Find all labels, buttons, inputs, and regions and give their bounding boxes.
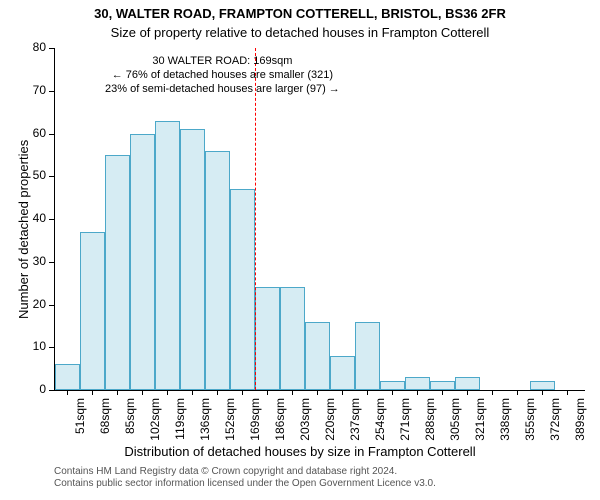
x-tick-label: 220sqm: [323, 398, 337, 448]
x-tick-mark: [542, 390, 543, 395]
x-tick-label: 305sqm: [448, 398, 462, 448]
y-tick-mark: [49, 48, 54, 49]
y-tick-mark: [49, 390, 54, 391]
x-tick-mark: [217, 390, 218, 395]
x-tick-label: 119sqm: [173, 398, 187, 448]
histogram-bar: [55, 364, 80, 390]
x-tick-label: 254sqm: [373, 398, 387, 448]
y-tick-label: 60: [16, 126, 46, 140]
x-tick-label: 389sqm: [573, 398, 587, 448]
y-tick-mark: [49, 219, 54, 220]
x-tick-mark: [342, 390, 343, 395]
x-tick-label: 271sqm: [398, 398, 412, 448]
y-tick-label: 10: [16, 339, 46, 353]
reference-line: [255, 48, 256, 390]
histogram-bar: [380, 381, 405, 390]
x-tick-label: 102sqm: [148, 398, 162, 448]
histogram-bar: [230, 189, 255, 390]
x-tick-mark: [192, 390, 193, 395]
x-tick-mark: [317, 390, 318, 395]
y-tick-mark: [49, 262, 54, 263]
annotation-box: 30 WALTER ROAD: 169sqm← 76% of detached …: [103, 54, 342, 97]
x-tick-label: 321sqm: [473, 398, 487, 448]
y-axis-label: Number of detached properties: [16, 140, 31, 319]
x-tick-label: 68sqm: [98, 398, 112, 448]
histogram-bar: [255, 287, 280, 390]
x-tick-mark: [567, 390, 568, 395]
x-tick-mark: [392, 390, 393, 395]
x-tick-mark: [417, 390, 418, 395]
y-tick-label: 50: [16, 168, 46, 182]
footer-line-1: Contains HM Land Registry data © Crown c…: [54, 466, 397, 477]
y-tick-mark: [49, 134, 54, 135]
x-tick-mark: [267, 390, 268, 395]
histogram-bar: [455, 377, 480, 390]
x-tick-mark: [117, 390, 118, 395]
y-tick-mark: [49, 176, 54, 177]
histogram-bar: [155, 121, 180, 390]
histogram-bar: [530, 381, 555, 390]
histogram-bar: [130, 134, 155, 391]
x-tick-mark: [67, 390, 68, 395]
histogram-bar: [205, 151, 230, 390]
x-tick-mark: [292, 390, 293, 395]
x-tick-mark: [467, 390, 468, 395]
footer-line-2: Contains public sector information licen…: [54, 478, 436, 489]
x-tick-mark: [517, 390, 518, 395]
y-tick-mark: [49, 347, 54, 348]
histogram-bar: [305, 322, 330, 390]
annotation-line: ← 76% of detached houses are smaller (32…: [105, 69, 340, 83]
x-tick-mark: [442, 390, 443, 395]
x-tick-mark: [142, 390, 143, 395]
x-tick-label: 51sqm: [73, 398, 87, 448]
histogram-bar: [180, 129, 205, 390]
x-tick-mark: [92, 390, 93, 395]
annotation-line: 30 WALTER ROAD: 169sqm: [105, 55, 340, 69]
x-tick-label: 372sqm: [548, 398, 562, 448]
y-tick-label: 70: [16, 83, 46, 97]
x-tick-label: 186sqm: [273, 398, 287, 448]
annotation-line: 23% of semi-detached houses are larger (…: [105, 83, 340, 97]
x-tick-label: 203sqm: [298, 398, 312, 448]
histogram-bar: [105, 155, 130, 390]
page-subtitle: Size of property relative to detached ho…: [0, 23, 600, 40]
x-tick-mark: [167, 390, 168, 395]
y-tick-label: 80: [16, 40, 46, 54]
x-tick-label: 152sqm: [223, 398, 237, 448]
page-title: 30, WALTER ROAD, FRAMPTON COTTERELL, BRI…: [0, 0, 600, 23]
x-tick-mark: [242, 390, 243, 395]
x-tick-label: 169sqm: [248, 398, 262, 448]
histogram-bar: [80, 232, 105, 390]
y-tick-label: 40: [16, 211, 46, 225]
histogram-bar: [430, 381, 455, 390]
histogram-bar: [330, 356, 355, 390]
histogram-bar: [280, 287, 305, 390]
x-tick-label: 355sqm: [523, 398, 537, 448]
histogram-bar: [355, 322, 380, 390]
y-tick-label: 0: [16, 382, 46, 396]
x-tick-label: 85sqm: [123, 398, 137, 448]
histogram-bar: [405, 377, 430, 390]
x-tick-label: 237sqm: [348, 398, 362, 448]
x-tick-label: 136sqm: [198, 398, 212, 448]
x-tick-mark: [492, 390, 493, 395]
y-tick-mark: [49, 305, 54, 306]
y-tick-label: 20: [16, 297, 46, 311]
y-tick-label: 30: [16, 254, 46, 268]
chart-plot-area: 30 WALTER ROAD: 169sqm← 76% of detached …: [54, 48, 585, 391]
x-tick-mark: [367, 390, 368, 395]
y-tick-mark: [49, 91, 54, 92]
x-tick-label: 288sqm: [423, 398, 437, 448]
x-tick-label: 338sqm: [498, 398, 512, 448]
